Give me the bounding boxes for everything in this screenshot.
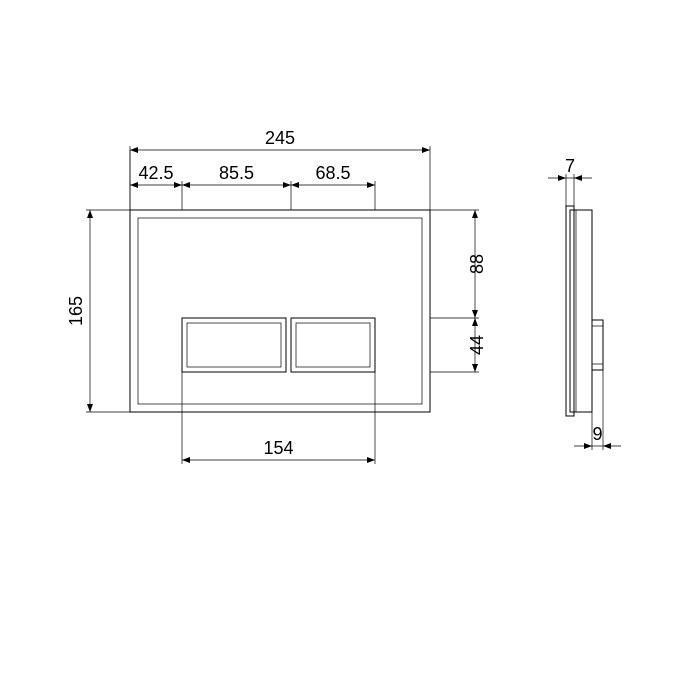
engineering-drawing: 245 42.5 85.5 68.5 165 88 44 154 7 9	[0, 0, 700, 700]
dim-overall-height-label: 165	[66, 296, 86, 326]
side-body	[570, 210, 592, 412]
front-plate	[130, 210, 430, 412]
side-stud	[592, 320, 603, 370]
dim-overall-width-label: 245	[265, 128, 295, 148]
dim-44-label: 44	[467, 335, 487, 355]
flush-button-right	[291, 318, 375, 372]
front-bezel	[138, 218, 422, 404]
dim-c-label: 68.5	[315, 163, 350, 183]
dim-154-label: 154	[263, 438, 293, 458]
dim-a-label: 42.5	[138, 163, 173, 183]
dim-9-label: 9	[592, 424, 602, 444]
dim-7-label: 7	[565, 156, 575, 176]
flush-button-left	[182, 318, 286, 372]
dim-88-label: 88	[467, 254, 487, 274]
dim-b-label: 85.5	[219, 163, 254, 183]
